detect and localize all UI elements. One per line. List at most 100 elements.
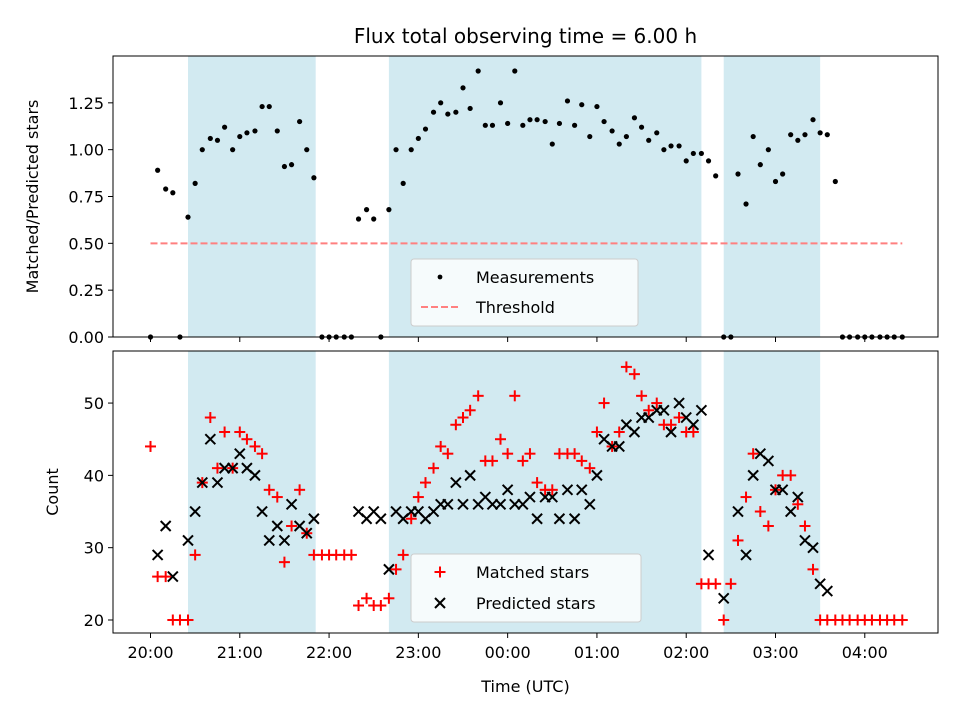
matched-star-point <box>665 419 677 431</box>
predicted-stars-series <box>151 397 833 604</box>
y-tick-label: 1.00 <box>68 141 104 160</box>
predicted-star-point <box>732 505 744 518</box>
measurement-point <box>772 178 779 185</box>
measurement-point <box>601 118 607 125</box>
measurement-point <box>512 68 518 74</box>
measurement-point <box>304 147 310 153</box>
predicted-star-point <box>658 404 670 416</box>
predicted-star-point <box>196 476 208 489</box>
measurement-point <box>230 147 236 153</box>
matched-star-point <box>687 426 699 438</box>
predicted-star-point <box>375 513 387 525</box>
matched-star-point <box>211 462 223 474</box>
measurement-point <box>281 163 288 170</box>
measurement-point <box>616 141 622 147</box>
predicted-star-point <box>762 455 775 467</box>
measurement-point <box>438 100 444 106</box>
measurement-point <box>237 133 243 140</box>
predicted-star-point <box>151 549 164 561</box>
measurement-point <box>259 103 265 110</box>
predicted-star-point <box>792 491 804 503</box>
top-legend: Measurements Threshold <box>410 258 639 327</box>
y-tick-label: 0.50 <box>68 234 104 253</box>
matched-star-point <box>241 433 253 445</box>
x-tick-label: 23:00 <box>395 643 441 662</box>
measurement-point <box>266 103 272 110</box>
predicted-star-point <box>576 484 588 496</box>
measurement-point <box>497 100 504 106</box>
matched-star-point <box>442 448 454 460</box>
measurement-point <box>750 133 756 140</box>
matched-star-point <box>495 433 506 445</box>
predicted-star-point <box>285 498 298 510</box>
y-tick-label: 40 <box>84 466 104 485</box>
matched-star-point <box>428 462 440 474</box>
predicted-star-point <box>568 513 581 525</box>
matched-star-point <box>249 440 261 452</box>
predicted-star-point <box>278 534 291 547</box>
matched-star-point <box>412 491 424 503</box>
predicted-star-point <box>524 491 536 503</box>
measurement-point <box>207 135 213 142</box>
measurement-point <box>252 128 258 134</box>
matched-star-point <box>628 368 640 380</box>
predicted-star-point <box>167 570 179 583</box>
measurement-point <box>244 130 250 136</box>
measurement-point <box>661 147 667 153</box>
x-tick-label: 04:00 <box>842 643 888 662</box>
legend-matched-marker <box>434 566 446 578</box>
measurement-point <box>185 214 191 220</box>
legend-matched-label: Matched stars <box>476 563 589 582</box>
measurement-point <box>363 207 370 213</box>
matched-star-point <box>219 426 231 438</box>
matched-star-point <box>636 390 648 402</box>
predicted-star-point <box>673 397 685 409</box>
matched-star-point <box>450 419 462 431</box>
measurement-point <box>430 109 437 115</box>
matched-star-point <box>524 448 536 460</box>
measurement-point <box>765 147 771 153</box>
measurement-point <box>757 162 763 168</box>
measurement-point <box>422 126 429 132</box>
y-tick-label: 1.25 <box>68 94 104 113</box>
measurement-point <box>824 132 830 138</box>
measurement-point <box>408 147 414 153</box>
predicted-star-point <box>702 549 715 561</box>
predicted-star-point <box>740 549 752 561</box>
predicted-star-point <box>591 469 603 482</box>
measurement-point <box>297 118 303 125</box>
measurement-point <box>288 162 295 168</box>
predicted-star-point <box>747 469 759 482</box>
matched-star-point <box>390 563 402 575</box>
predicted-star-point <box>182 534 194 547</box>
top-y-ticks: 0.00 0.25 0.50 0.75 1.00 1.25 <box>68 94 113 347</box>
matched-star-point <box>509 390 521 402</box>
measurement-point <box>735 171 741 177</box>
measurement-point <box>192 180 198 186</box>
matched-star-point <box>383 592 395 604</box>
y-tick-label: 30 <box>84 539 104 558</box>
bottom-panel: 20 30 40 50 20:00 21:00 22:00 23:00 00:00 01:00 0… <box>43 350 939 696</box>
measurement-point <box>311 175 317 181</box>
predicted-star-point <box>301 527 313 539</box>
matched-star-point <box>397 549 409 561</box>
measurement-point <box>698 150 704 157</box>
matched-star-point <box>762 520 774 532</box>
matched-star-point <box>234 426 246 438</box>
measurement-point <box>646 137 652 143</box>
legend-threshold-label: Threshold <box>475 298 555 317</box>
matched-star-point <box>584 462 596 474</box>
predicted-star-point <box>718 592 730 604</box>
bottom-legend-box <box>410 553 642 623</box>
measurement-point <box>579 102 585 108</box>
matched-star-point <box>546 484 558 496</box>
matched-star-point <box>464 404 476 416</box>
matched-star-point <box>204 412 216 424</box>
chart-title: Flux total observing time = 6.00 h <box>354 24 697 48</box>
measurement-point <box>631 115 638 121</box>
matched-star-point <box>502 448 514 460</box>
matched-star-point <box>472 390 484 402</box>
y-tick-label: 0.00 <box>68 328 104 347</box>
matched-star-point <box>754 506 766 518</box>
